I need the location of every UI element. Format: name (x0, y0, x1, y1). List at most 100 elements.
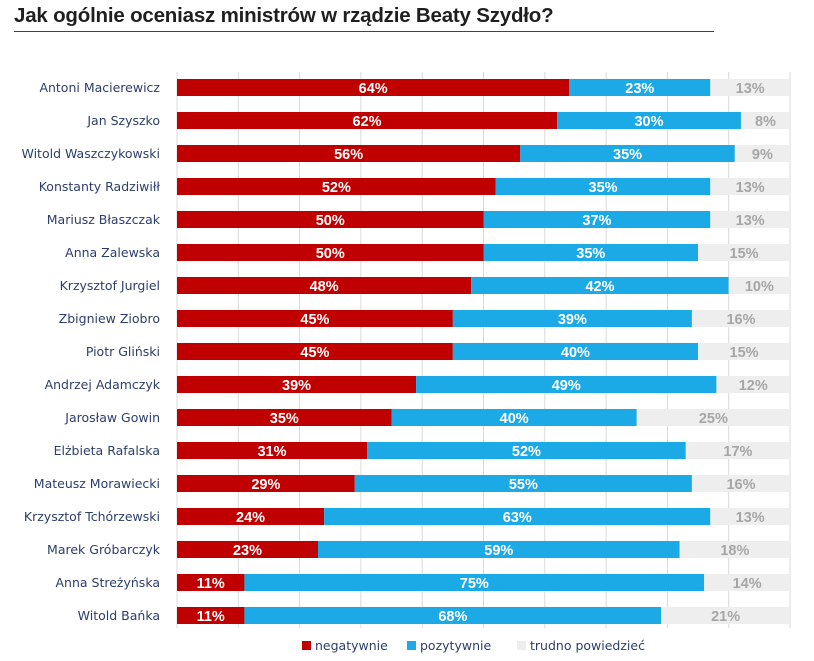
data-label: 17% (723, 444, 752, 460)
data-label: 39% (282, 378, 311, 394)
legend-label: negatywnie (315, 638, 388, 653)
data-label: 59% (484, 543, 513, 559)
bar-segment-negatywnie (177, 343, 453, 360)
legend-swatch (407, 641, 416, 650)
bar-segment-negatywnie (177, 277, 472, 294)
category-label: Witold Waszczykowski (21, 146, 160, 161)
bar-segment-trudno-powiedzieć (679, 541, 790, 558)
bar-segment-negatywnie (177, 310, 453, 327)
data-label: 35% (270, 411, 299, 427)
data-label: 40% (561, 345, 590, 361)
bar-segment-trudno-powiedzieć (691, 475, 790, 492)
category-label: Zbigniew Ziobro (59, 311, 160, 326)
data-label: 39% (558, 312, 587, 328)
bar-segment-trudno-powiedzieć (728, 277, 790, 294)
data-label: 15% (730, 345, 759, 361)
legend-swatch (517, 641, 526, 650)
data-label: 13% (736, 510, 765, 526)
bar-segment-negatywnie (177, 112, 558, 129)
bar-segment-pozytywnie (244, 607, 662, 624)
category-label: Jarosław Gowin (64, 410, 160, 425)
data-label: 9% (752, 147, 773, 163)
bar-segment-trudno-powiedzieć (698, 343, 790, 360)
category-label: Anna Streżyńska (56, 575, 161, 590)
bar-segment-trudno-powiedzieć (685, 442, 790, 459)
bar-segment-negatywnie (177, 409, 392, 426)
data-label: 25% (699, 411, 728, 427)
bar-segment-negatywnie (177, 211, 484, 228)
data-label: 40% (500, 411, 529, 427)
bar-segment-trudno-powiedzieć (698, 244, 790, 261)
category-label: Marek Gróbarczyk (47, 542, 161, 557)
chart-title: Jak ogólnie oceniasz ministrów w rządzie… (14, 4, 554, 27)
data-label: 10% (745, 279, 774, 295)
bar-segment-pozytywnie (367, 442, 686, 459)
data-label: 48% (310, 279, 339, 295)
bar-segment-negatywnie (177, 244, 484, 261)
bar-segment-negatywnie (177, 508, 325, 525)
legend-label: pozytywnie (420, 638, 491, 653)
data-label: 11% (197, 576, 225, 592)
data-label: 23% (625, 81, 654, 97)
category-label: Piotr Gliński (86, 344, 160, 359)
data-label: 62% (353, 114, 382, 130)
bar-segment-trudno-powiedzieć (734, 145, 790, 162)
bar-segment-pozytywnie (495, 178, 711, 195)
bar-segment-negatywnie (177, 475, 355, 492)
data-label: 50% (316, 213, 345, 229)
category-label: Jan Szyszko (86, 113, 160, 128)
legend-label: trudno powiedzieć (530, 638, 645, 653)
data-label: 63% (503, 510, 532, 526)
category-label: Konstanty Radziwiłł (39, 179, 161, 194)
data-label: 13% (736, 81, 765, 97)
data-label: 30% (634, 114, 663, 130)
category-label: Witold Bańka (78, 608, 160, 623)
bar-segment-pozytywnie (452, 310, 692, 327)
category-label: Mariusz Błaszczak (47, 212, 161, 227)
bar-segment-pozytywnie (471, 277, 729, 294)
data-label: 55% (509, 477, 538, 493)
data-label: 23% (233, 543, 262, 559)
data-label: 12% (739, 378, 768, 394)
data-label: 45% (300, 345, 329, 361)
data-label: 15% (730, 246, 759, 262)
bar-segment-pozytywnie (391, 409, 637, 426)
bar-segment-trudno-powiedzieć (740, 112, 790, 129)
bar-segment-trudno-powiedzieć (710, 508, 790, 525)
bar-segment-negatywnie (177, 442, 368, 459)
data-label: 42% (585, 279, 614, 295)
data-label: 35% (589, 180, 618, 196)
bar-segment-pozytywnie (416, 376, 717, 393)
category-label: Krzysztof Jurgiel (60, 278, 160, 293)
data-label: 52% (322, 180, 351, 196)
category-label: Antoni Macierewicz (39, 80, 160, 95)
data-label: 49% (552, 378, 581, 394)
category-label: Krzysztof Tchórzewski (24, 509, 160, 524)
data-label: 8% (755, 114, 776, 130)
data-label: 37% (582, 213, 611, 229)
category-label: Andrzej Adamczyk (45, 377, 161, 392)
bar-segment-pozytywnie (569, 79, 711, 96)
data-label: 16% (726, 312, 755, 328)
title-underline (14, 31, 714, 32)
category-label: Elżbieta Rafalska (54, 443, 160, 458)
bar-segment-negatywnie (177, 607, 245, 624)
bar-segment-negatywnie (177, 145, 521, 162)
bar-segment-pozytywnie (483, 211, 711, 228)
bar-segment-trudno-powiedzieć (716, 376, 790, 393)
data-label: 31% (257, 444, 286, 460)
data-label: 35% (613, 147, 642, 163)
data-label: 35% (576, 246, 605, 262)
data-label: 24% (236, 510, 265, 526)
data-label: 13% (736, 213, 765, 229)
bar-segment-negatywnie (177, 376, 417, 393)
data-label: 16% (726, 477, 755, 493)
bar-segment-trudno-powiedzieć (661, 607, 790, 624)
bar-segment-trudno-powiedzieć (704, 574, 790, 591)
bar-segment-pozytywnie (520, 145, 735, 162)
category-label: Anna Zalewska (65, 245, 160, 260)
bar-segment-pozytywnie (354, 475, 692, 492)
bar-segment-trudno-powiedzieć (636, 409, 790, 426)
bar-segment-trudno-powiedzieć (710, 79, 790, 96)
